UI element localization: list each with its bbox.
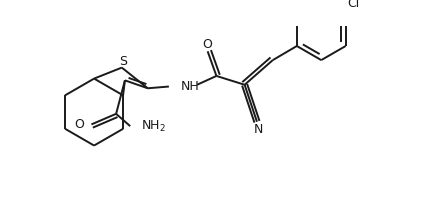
Text: N: N xyxy=(254,123,263,136)
Text: NH$_2$: NH$_2$ xyxy=(141,119,166,134)
Text: O: O xyxy=(203,38,213,51)
Text: Cl: Cl xyxy=(348,0,360,10)
Text: NH: NH xyxy=(181,80,200,93)
Text: S: S xyxy=(120,55,127,68)
Text: O: O xyxy=(75,118,84,131)
